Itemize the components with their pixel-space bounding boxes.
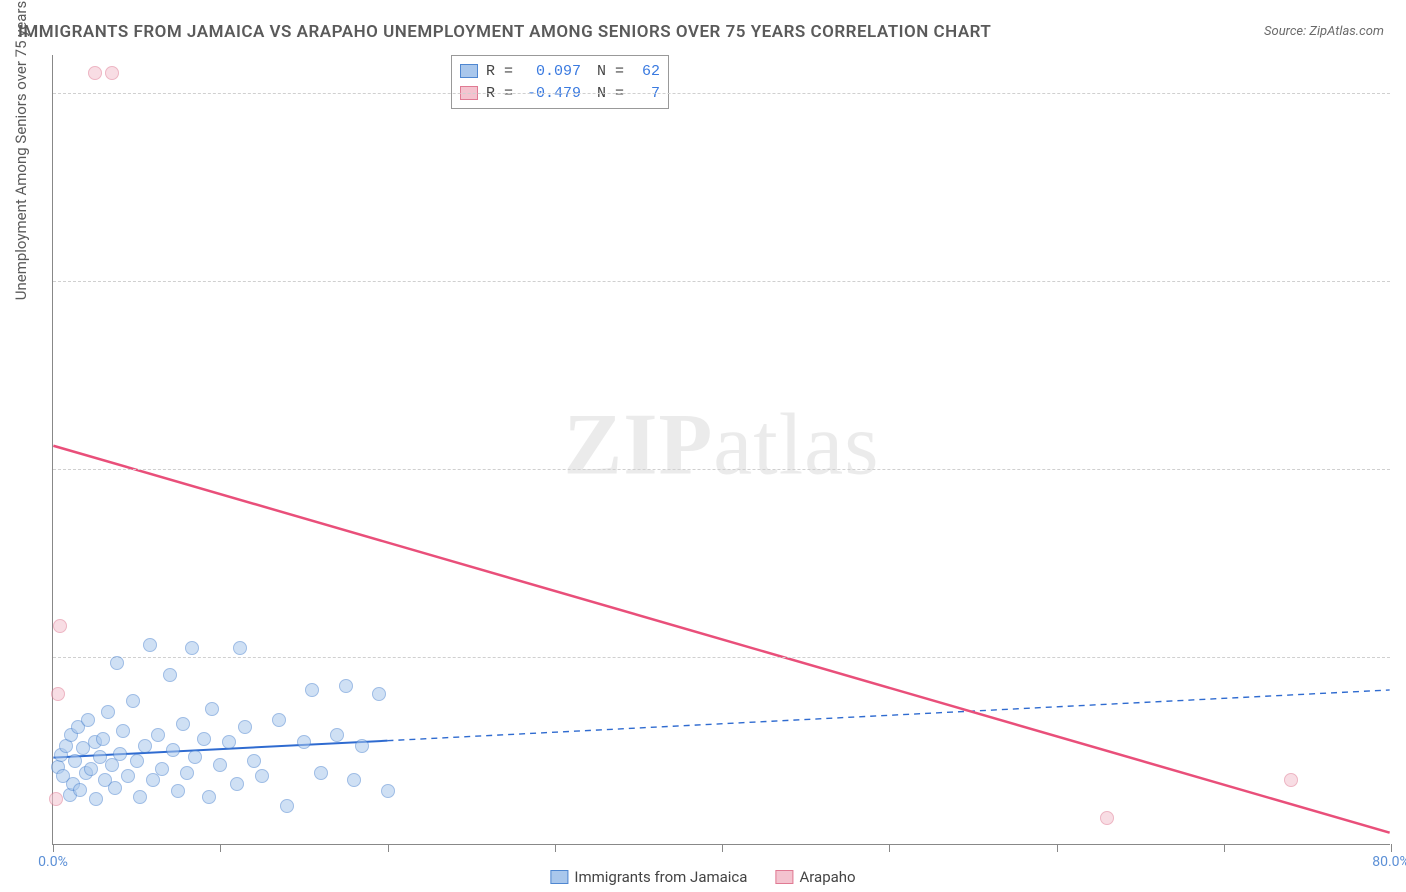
data-point	[166, 743, 180, 757]
gridline-h	[53, 469, 1390, 470]
legend-swatch	[550, 870, 568, 884]
data-point	[280, 799, 294, 813]
r-value: 0.097	[521, 63, 581, 80]
y-tick-label: 75.0%	[1397, 273, 1406, 289]
legend-label: Arapaho	[799, 868, 855, 886]
watermark: ZIPatlas	[564, 394, 880, 495]
plot-area: ZIPatlas R =0.097N =62R =-0.479N =7 25.0…	[52, 55, 1390, 845]
bottom-legend: Immigrants from Jamaica Arapaho	[550, 868, 855, 886]
data-point	[110, 656, 124, 670]
trendlines-svg	[53, 55, 1390, 844]
data-point	[113, 747, 127, 761]
data-point	[205, 702, 219, 716]
legend-item: Arapaho	[775, 868, 855, 886]
data-point	[188, 750, 202, 764]
data-point	[81, 713, 95, 727]
x-tick	[1224, 844, 1225, 852]
x-tick	[53, 844, 54, 852]
gridline-h	[53, 93, 1390, 94]
data-point	[143, 638, 157, 652]
data-point	[163, 668, 177, 682]
data-point	[230, 777, 244, 791]
chart-title: IMMIGRANTS FROM JAMAICA VS ARAPAHO UNEMP…	[18, 22, 991, 42]
x-tick	[1057, 844, 1058, 852]
data-point	[68, 754, 82, 768]
data-point	[381, 784, 395, 798]
legend-item: Immigrants from Jamaica	[550, 868, 747, 886]
stat-legend: R =0.097N =62R =-0.479N =7	[451, 55, 669, 109]
data-point	[171, 784, 185, 798]
data-point	[1284, 773, 1298, 787]
x-tick	[1391, 844, 1392, 852]
x-tick	[388, 844, 389, 852]
r-label: R =	[486, 63, 513, 80]
data-point	[108, 781, 122, 795]
y-tick-label: 100.0%	[1397, 85, 1406, 101]
data-point	[101, 705, 115, 719]
data-point	[222, 735, 236, 749]
data-point	[126, 694, 140, 708]
y-axis-label: Unemployment Among Seniors over 75 years	[12, 1, 30, 300]
data-point	[297, 735, 311, 749]
x-tick-label: 0.0%	[38, 854, 68, 870]
data-point	[121, 769, 135, 783]
data-point	[155, 762, 169, 776]
data-point	[213, 758, 227, 772]
gridline-h	[53, 657, 1390, 658]
data-point	[133, 790, 147, 804]
stat-legend-row: R = 0.097 N = 62	[460, 60, 660, 82]
data-point	[105, 66, 119, 80]
n-value: 62	[632, 63, 660, 80]
y-tick-label: 25.0%	[1397, 649, 1406, 665]
n-label: N =	[597, 63, 624, 80]
legend-swatch	[460, 64, 478, 78]
source-attribution: Source: ZipAtlas.com	[1264, 24, 1384, 39]
data-point	[330, 728, 344, 742]
data-point	[180, 766, 194, 780]
data-point	[247, 754, 261, 768]
data-point	[339, 679, 353, 693]
data-point	[197, 732, 211, 746]
data-point	[372, 687, 386, 701]
data-point	[51, 687, 65, 701]
data-point	[233, 641, 247, 655]
data-point	[176, 717, 190, 731]
legend-label: Immigrants from Jamaica	[574, 868, 747, 886]
data-point	[138, 739, 152, 753]
x-tick	[889, 844, 890, 852]
data-point	[151, 728, 165, 742]
x-tick-label: 80.0%	[1372, 854, 1406, 870]
watermark-bold: ZIP	[564, 396, 714, 493]
x-tick	[220, 844, 221, 852]
data-point	[89, 792, 103, 806]
data-point	[1100, 811, 1114, 825]
data-point	[88, 66, 102, 80]
data-point	[96, 732, 110, 746]
data-point	[53, 619, 67, 633]
data-point	[255, 769, 269, 783]
data-point	[355, 739, 369, 753]
data-point	[185, 641, 199, 655]
data-point	[314, 766, 328, 780]
gridline-h	[53, 281, 1390, 282]
x-tick	[555, 844, 556, 852]
data-point	[202, 790, 216, 804]
data-point	[347, 773, 361, 787]
data-point	[272, 713, 286, 727]
data-point	[238, 720, 252, 734]
data-point	[305, 683, 319, 697]
y-tick-label: 50.0%	[1397, 461, 1406, 477]
data-point	[73, 783, 87, 797]
data-point	[49, 792, 63, 806]
data-point	[130, 754, 144, 768]
x-tick	[722, 844, 723, 852]
legend-swatch	[775, 870, 793, 884]
data-point	[116, 724, 130, 738]
watermark-light: atlas	[713, 396, 879, 493]
